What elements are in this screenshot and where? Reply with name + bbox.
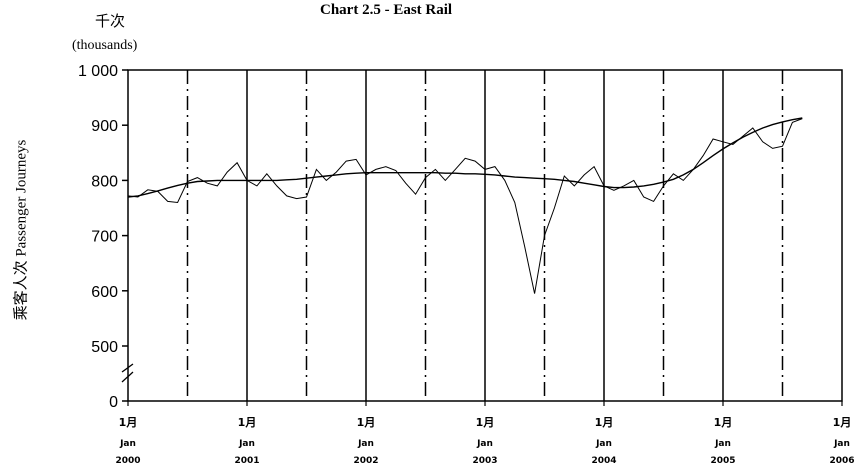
chart-title: Chart 2.5 - East Rail [320, 2, 453, 18]
x-tick-month: 1月 [833, 416, 852, 429]
x-tick-month: 1月 [476, 416, 495, 429]
x-tick-month: 1月 [238, 416, 257, 429]
x-tick-year: 2004 [591, 456, 616, 466]
y-axis-break [121, 363, 134, 383]
x-tick-year: 2002 [353, 456, 378, 466]
unit-label-cn: 千次 [95, 12, 126, 30]
x-tick-jan: Jan [714, 439, 731, 449]
x-tick-year: 2006 [829, 456, 854, 466]
x-tick-jan: Jan [357, 439, 374, 449]
x-tick-jan: Jan [833, 439, 850, 449]
unit-label-en: (thousands) [72, 38, 138, 53]
x-tick-jan: Jan [238, 439, 255, 449]
x-tick-jan: Jan [476, 439, 493, 449]
y-tick-label: 0 [109, 394, 118, 411]
x-tick-jan: Jan [595, 439, 612, 449]
x-tick-year: 2000 [115, 456, 140, 466]
x-tick-year: 2001 [234, 456, 259, 466]
y-tick-label: 700 [91, 229, 118, 246]
y-tick-label: 800 [91, 173, 118, 190]
y-tick-label: 500 [91, 339, 118, 356]
x-tick-jan: Jan [119, 439, 136, 449]
y-tick-label: 600 [91, 284, 118, 301]
x-tick-month: 1月 [595, 416, 614, 429]
x-tick-year: 2005 [710, 456, 735, 466]
y-tick-label: 1 000 [78, 63, 118, 80]
x-tick-year: 2003 [472, 456, 497, 466]
x-tick-month: 1月 [357, 416, 376, 429]
x-tick-month: 1月 [714, 416, 733, 429]
monthly-line [127, 118, 803, 294]
y-tick-label: 900 [91, 118, 118, 135]
trend-line [127, 117, 803, 198]
x-tick-month: 1月 [119, 416, 138, 429]
